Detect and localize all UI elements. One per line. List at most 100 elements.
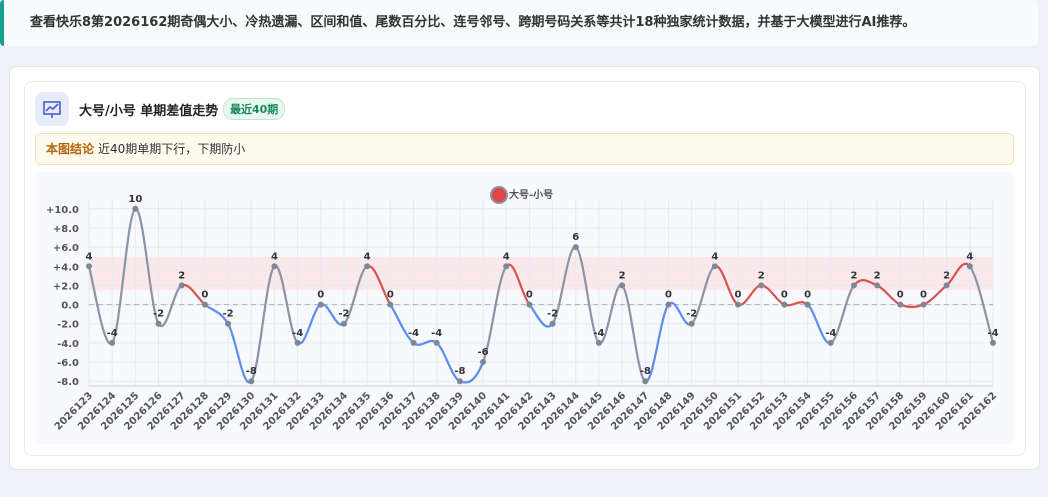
point — [781, 301, 788, 308]
line-segment — [690, 265, 716, 325]
point — [920, 301, 927, 308]
data-label: 2 — [758, 270, 765, 281]
point — [990, 339, 996, 346]
line-segment — [968, 265, 995, 344]
point — [364, 263, 371, 270]
data-label: 4 — [503, 251, 510, 262]
data-label: -2 — [338, 309, 349, 320]
data-label: 4 — [86, 251, 93, 262]
legend-label: 大号-小号 — [509, 188, 553, 201]
y-tick-label: +10.0 — [46, 205, 79, 216]
chart-card: 大号/小号 单期差值走势 最近40期 本图结论 近40期单期下行，下期防小 +1… — [24, 81, 1026, 456]
y-tick-label: +4.0 — [53, 262, 79, 273]
line-segment — [134, 207, 160, 325]
y-tick-label: -4.0 — [57, 339, 79, 350]
point — [572, 244, 579, 251]
data-label: 4 — [711, 251, 718, 262]
data-label: -6 — [477, 347, 488, 358]
y-tick-label: +6.0 — [53, 243, 79, 254]
data-label: -2 — [686, 309, 697, 320]
data-label: -4 — [987, 328, 998, 339]
point — [410, 339, 417, 346]
point — [109, 339, 116, 346]
data-label: -4 — [107, 328, 118, 339]
y-tick-label: -6.0 — [57, 358, 79, 369]
data-label: 2 — [874, 270, 881, 281]
conclusion: 本图结论 近40期单期下行，下期防小 — [35, 133, 1014, 165]
point — [943, 282, 950, 289]
point — [201, 301, 208, 308]
data-label: 10 — [128, 194, 142, 205]
data-label: -2 — [153, 309, 164, 320]
data-label: 4 — [271, 251, 278, 262]
outer-card: 大号/小号 单期差值走势 最近40期 本图结论 近40期单期下行，下期防小 +1… — [9, 66, 1040, 470]
chart: +10.0 +8.0 +6.0 +4.0 +2.0 0.0 -2.0 -4.0 -6.0 -8.0… — [35, 172, 1014, 444]
data-label: 0 — [897, 290, 904, 301]
data-label: -8 — [640, 366, 651, 377]
point — [804, 301, 811, 308]
data-label: -4 — [593, 328, 604, 339]
band — [89, 256, 993, 291]
point — [711, 263, 718, 270]
data-label: -4 — [825, 328, 836, 339]
point — [595, 339, 602, 346]
y-tick-label: +8.0 — [53, 224, 79, 235]
data-label: 6 — [572, 232, 579, 243]
point — [340, 320, 347, 327]
data-label: 2 — [178, 270, 185, 281]
point — [271, 263, 278, 270]
point — [225, 320, 232, 327]
data-label: -8 — [454, 366, 465, 377]
point — [86, 263, 92, 270]
line-segment — [621, 284, 647, 383]
data-label: 0 — [781, 290, 788, 301]
line-segment — [111, 207, 137, 344]
line-segment — [830, 284, 855, 344]
y-tick-label: -2.0 — [57, 320, 79, 331]
point — [966, 263, 973, 270]
badge: 最近40期 — [223, 98, 286, 120]
data-label: -4 — [292, 328, 303, 339]
line-segment — [157, 284, 183, 328]
data-label: 2 — [619, 270, 626, 281]
data-label: -2 — [223, 309, 234, 320]
point — [897, 301, 904, 308]
data-label: 0 — [665, 290, 672, 301]
data-label: 2 — [943, 270, 950, 281]
point — [456, 378, 463, 385]
data-label: 4 — [364, 251, 371, 262]
point — [549, 320, 556, 327]
point — [317, 301, 324, 308]
point — [758, 282, 765, 289]
data-label: 2 — [850, 270, 857, 281]
y-tick-label: -8.0 — [57, 377, 79, 388]
data-label: -2 — [547, 309, 558, 320]
line-segment — [250, 265, 276, 382]
data-label: 0 — [804, 290, 811, 301]
data-label: 0 — [387, 290, 394, 301]
data-label: 4 — [966, 251, 973, 262]
point — [178, 282, 185, 289]
data-label: 0 — [317, 290, 324, 301]
data-label: -4 — [408, 328, 419, 339]
line-segment — [574, 246, 600, 344]
data-label: 0 — [735, 290, 742, 301]
data-label: -8 — [246, 366, 257, 377]
line-segment — [482, 265, 508, 363]
point — [642, 378, 649, 385]
point — [294, 339, 301, 346]
legend-marker — [490, 186, 508, 204]
point — [132, 205, 139, 212]
data-label: 0 — [526, 290, 533, 301]
point — [155, 320, 162, 327]
point — [248, 378, 255, 385]
conclusion-label: 本图结论 — [46, 142, 95, 156]
chart-title: 大号/小号 单期差值走势 — [79, 104, 219, 119]
icon-svg — [43, 101, 61, 118]
data-label: -4 — [431, 328, 442, 339]
data-label: 0 — [201, 290, 208, 301]
point — [526, 301, 533, 308]
conclusion-text: 近40期单期下行，下期防小 — [98, 142, 246, 156]
banner: 查看快乐8第2026162期奇偶大小、冷热遗漏、区间和值、尾数百分比、连号邻号、… — [0, 0, 1038, 46]
